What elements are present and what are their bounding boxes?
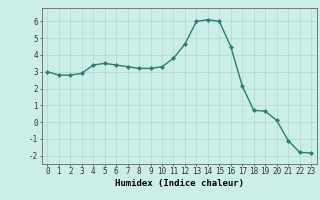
X-axis label: Humidex (Indice chaleur): Humidex (Indice chaleur)	[115, 179, 244, 188]
